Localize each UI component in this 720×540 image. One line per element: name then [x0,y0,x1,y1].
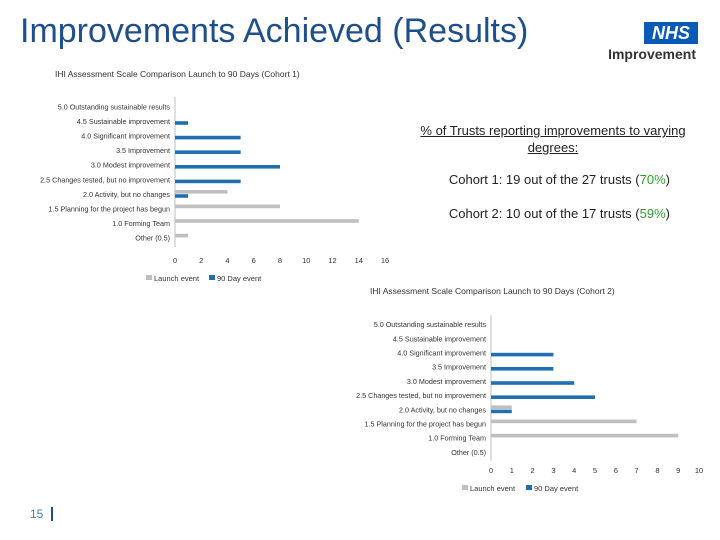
cohort2-category-label: 5.0 Outstanding sustainable results [374,320,487,329]
cohort1-chart-title: IHI Assessment Scale Comparison Launch t… [55,69,300,79]
cohort2-bar-launch [491,419,637,424]
cohort2-legend-swatch [462,485,468,490]
cohort2-bar-90day [491,352,554,357]
cohort1-result-text: Cohort 1: 19 out of the 27 trusts ( [448,172,640,187]
cohort1-category-label: 4.0 Significant improvement [81,132,170,141]
cohort1-category-label: 3.0 Modest improvement [91,161,170,170]
cohort1-bar-launch [175,233,189,238]
cohort1-category-label: Other (0.5) [135,234,170,243]
cohort2-category-label: 4.5 Sustainable improvement [393,334,486,343]
cohort2-category-label: 1.0 Forming Team [428,434,486,443]
cohort2-close: ) [665,206,670,221]
cohort2-bar-90day [491,395,595,399]
cohort1-category-label: 1.5 Planning for the project has begun [49,205,170,214]
page-number: 15 [30,507,44,521]
cohort1-bar-90day [175,121,189,125]
cohort2-x-tick-label: 6 [614,466,618,475]
cohort1-result: Cohort 1: 19 out of the 27 trusts (70%) [420,172,670,187]
cohort1-category-label: 2.5 Changes tested, but no improvement [40,175,170,184]
cohort1-close: ) [665,172,670,187]
cohort1-x-tick-label: 2 [199,256,203,265]
cohort1-legend-label: 90 Day event [217,274,262,283]
cohort2-result: Cohort 2: 10 out of the 17 trusts (59%) [420,206,670,221]
cohort1-x-tick-label: 0 [173,256,177,265]
nhs-logo-box: NHS [644,22,698,44]
cohort2-x-tick-label: 5 [593,466,597,475]
cohort1-bar-launch [175,190,228,194]
cohort1-x-tick-label: 14 [355,256,363,265]
cohort1-category-label: 3.5 Improvement [116,146,170,155]
cohort1-bar-90day [175,179,241,184]
cohort1-legend-swatch [209,275,215,280]
cohort1-bar-launch [175,204,280,209]
cohort2-x-tick-label: 1 [510,466,514,475]
cohort2-category-label: 4.0 Significant improvement [397,349,486,358]
logo-wordmark: Improvement [608,46,696,62]
cohort2-category-label: 1.5 Planning for the project has begun [365,420,486,429]
cohort2-bar-90day [491,367,554,371]
cohort1-category-label: 2.0 Activity, but no changes [83,190,170,199]
cohort2-category-label: Other (0.5) [451,448,486,457]
cohort1-percent: 70% [639,172,666,187]
cohort1-x-tick-label: 16 [381,256,389,265]
cohort2-category-label: 2.0 Activity, but no changes [399,405,486,414]
cohort1-x-tick-label: 6 [252,256,256,265]
slide-title: Improvements Achieved (Results) [20,12,529,50]
cohort2-legend-label: Launch event [470,484,516,493]
cohort1-category-label: 5.0 Outstanding sustainable results [58,102,171,111]
page-number-divider [51,507,53,521]
cohort2-bar-launch [491,433,679,438]
cohort2-x-tick-label: 9 [676,466,680,475]
cohort1-bar-90day [175,150,241,154]
cohort2-chart-title: IHI Assessment Scale Comparison Launch t… [370,286,615,296]
cohort2-category-label: 2.5 Changes tested, but no improvement [356,391,486,400]
cohort2-x-tick-label: 8 [655,466,659,475]
cohort2-category-label: 3.0 Modest improvement [407,377,486,386]
cohort2-bar-90day [491,409,512,414]
cohort1-bar-90day [175,135,241,140]
cohort2-x-tick-label: 0 [489,466,493,475]
cohort2-x-tick-label: 4 [572,466,576,475]
cohort2-x-tick-label: 3 [551,466,555,475]
cohort2-x-tick-label: 2 [531,466,535,475]
cohort1-bar-launch [175,219,359,223]
cohort1-legend-swatch [146,275,152,280]
cohort1-legend-label: Launch event [154,274,200,283]
cohort2-x-tick-label: 10 [695,466,703,475]
cohort1-x-tick-label: 10 [302,256,310,265]
cohort1-bar-90day [175,194,189,198]
cohort1-x-tick-label: 12 [328,256,336,265]
cohort2-result-text: Cohort 2: 10 out of the 17 trusts ( [448,206,640,221]
cohort1-bar-90day [175,165,280,169]
cohort2-legend-label: 90 Day event [534,484,579,493]
cohort1-x-tick-label: 4 [225,256,229,265]
cohort2-bar-launch [491,405,512,409]
nhs-improvement-logo: NHS Improvement [604,22,698,62]
cohort1-category-label: 1.0 Forming Team [112,219,170,228]
cohort2-x-tick-label: 7 [635,466,639,475]
cohort2-bar-90day [491,381,575,385]
cohort1-category-label: 4.5 Sustainable improvement [77,117,170,126]
cohort1-x-tick-label: 8 [278,256,282,265]
callout-heading: % of Trusts reporting improvements to va… [420,123,686,155]
cohort2-category-label: 3.5 Improvement [432,363,486,372]
cohort2-legend-swatch [526,485,532,490]
cohort2-percent: 59% [639,206,666,221]
